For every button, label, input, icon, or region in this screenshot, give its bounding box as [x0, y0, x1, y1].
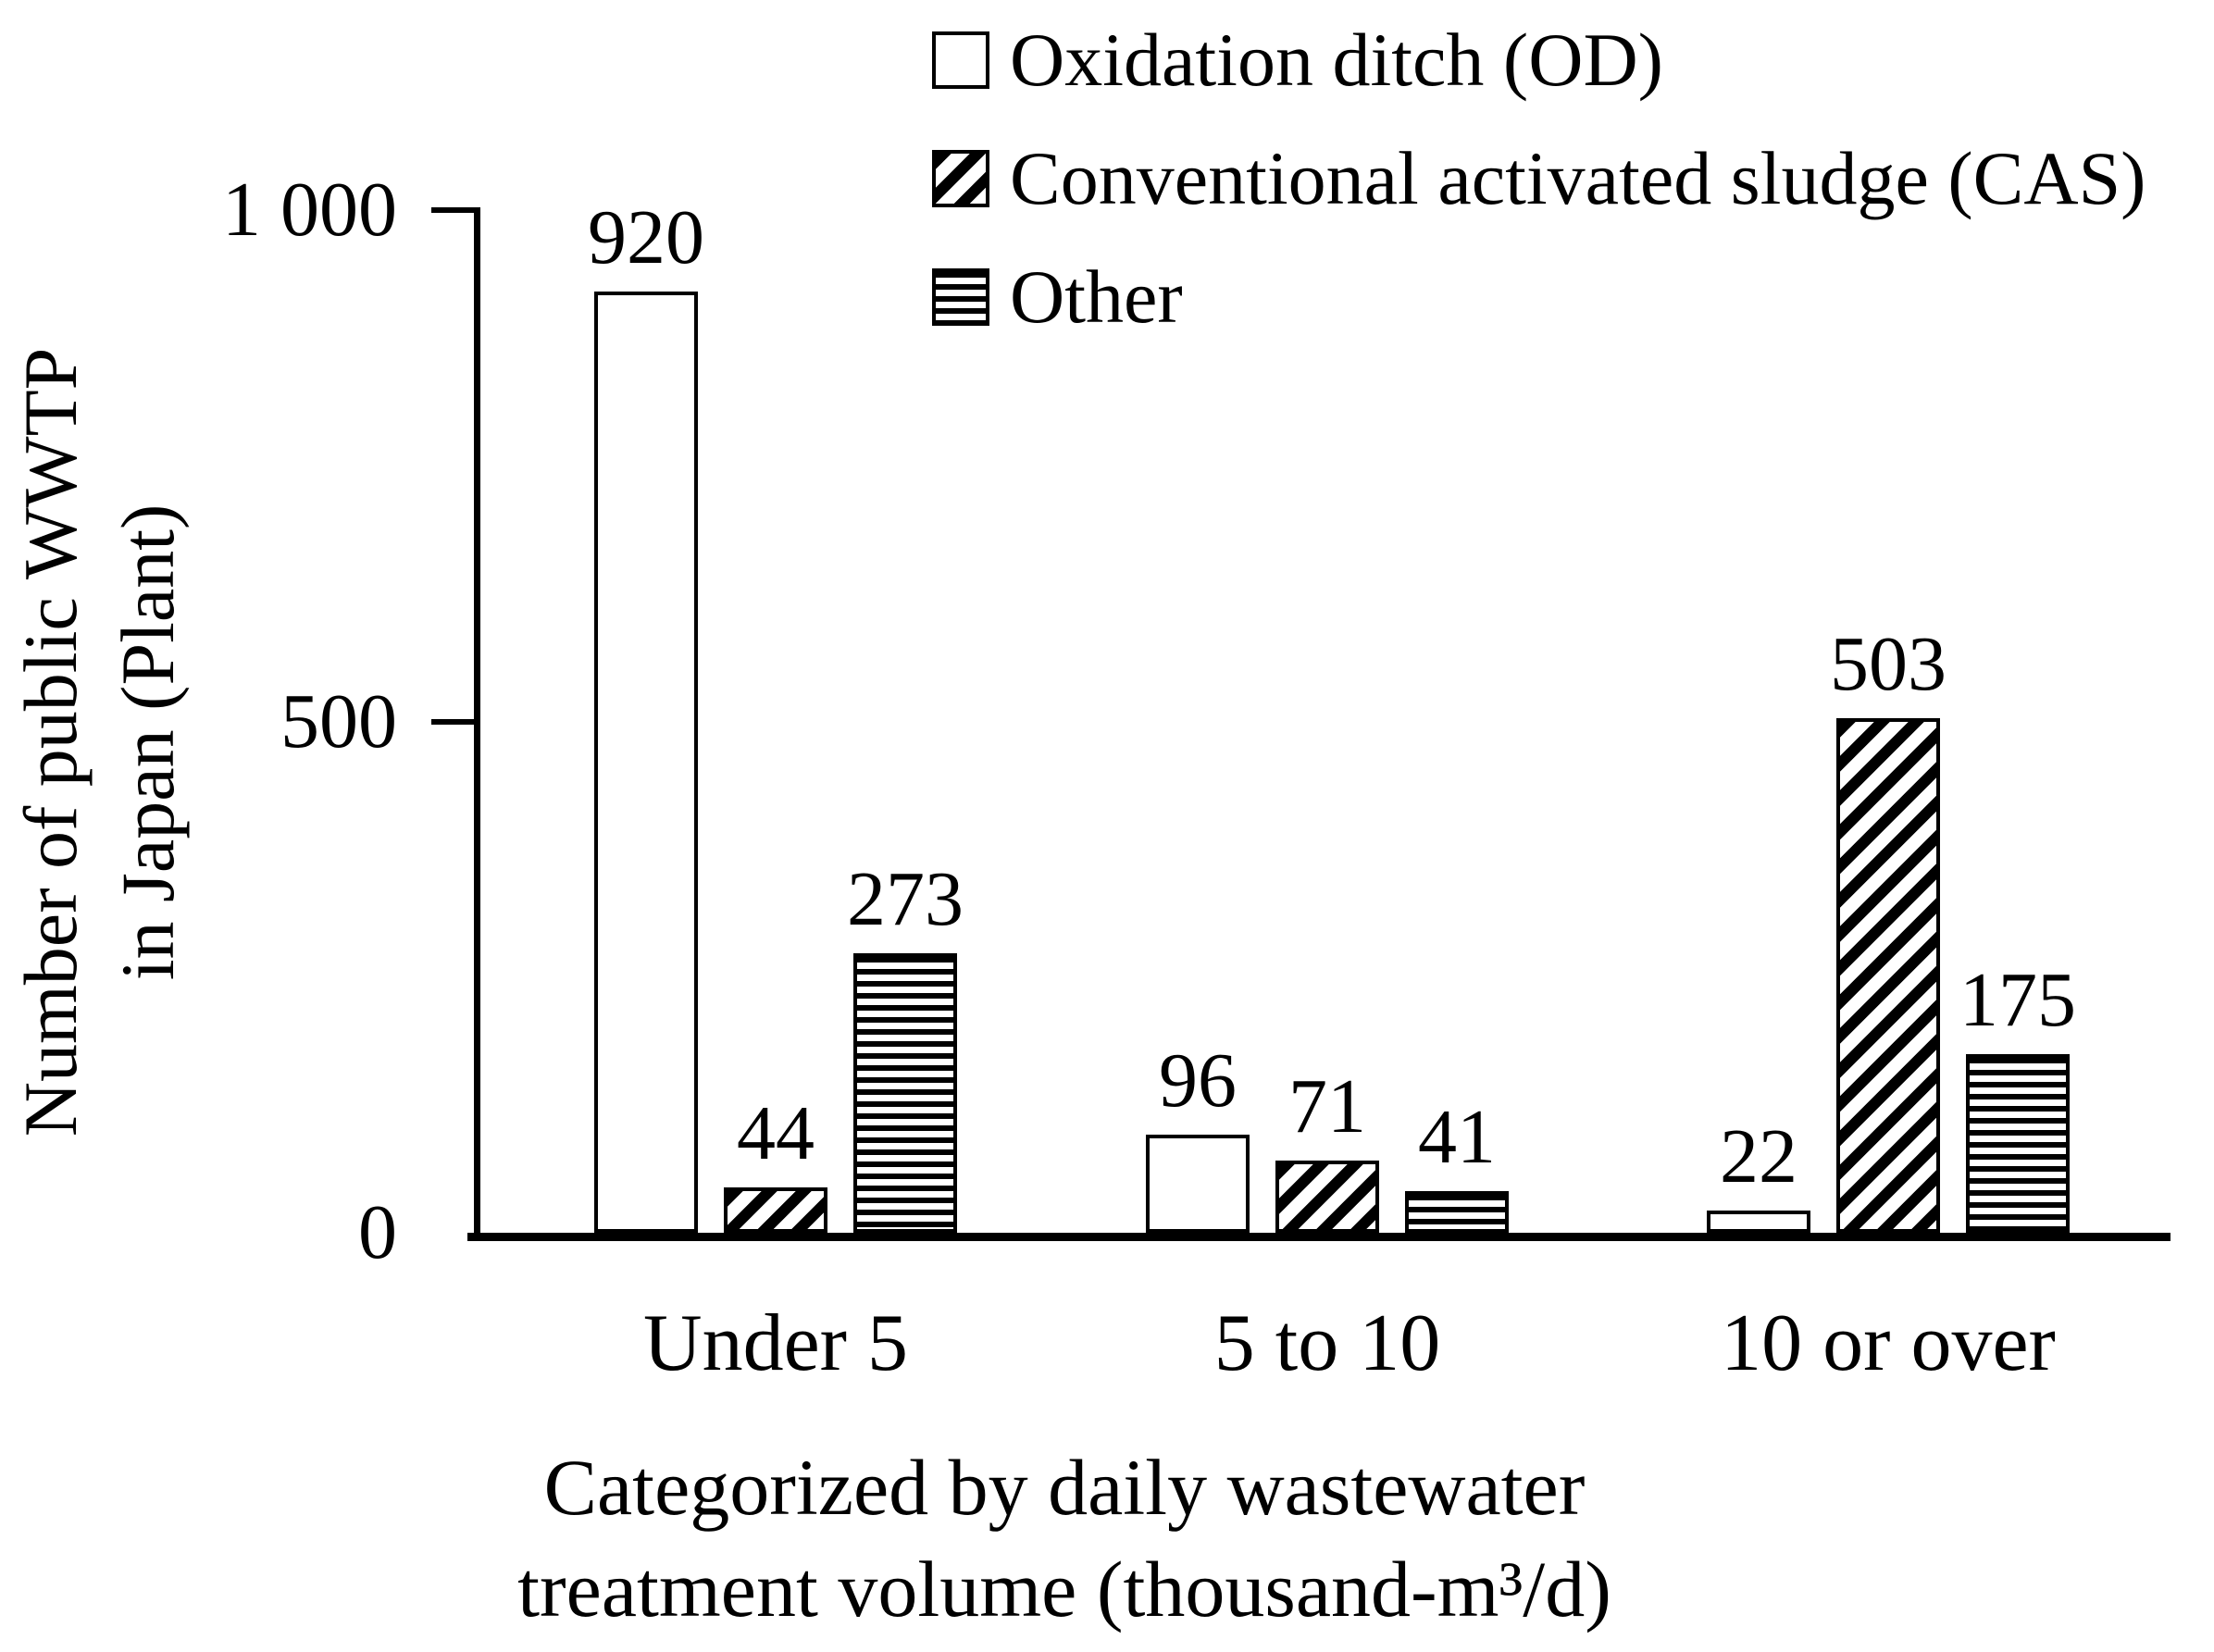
bar-diagonal-hatch	[724, 1187, 827, 1233]
y-tick-mark	[431, 718, 474, 725]
y-tick-label: 500	[280, 677, 397, 764]
legend-item: Oxidation ditch (OD)	[932, 18, 2146, 102]
x-category-label: Under 5	[643, 1298, 908, 1388]
bar-value-label: 44	[737, 1090, 815, 1176]
bar-horizontal-stripes	[1966, 1054, 2070, 1233]
legend-item-label: Oxidation ditch (OD)	[1010, 18, 1663, 102]
bar-value-label: 96	[1159, 1037, 1237, 1124]
bar-horizontal-stripes	[1405, 1191, 1509, 1233]
bar-value-label: 71	[1288, 1063, 1366, 1149]
bar-value-label: 273	[847, 856, 964, 942]
bar-plain	[1707, 1211, 1810, 1233]
bar-value-label: 503	[1830, 621, 1947, 707]
y-tick-label: 1 000	[222, 167, 397, 253]
bar-diagonal-hatch	[1275, 1161, 1379, 1233]
bar-value-label: 22	[1720, 1113, 1797, 1199]
legend-swatch-horizontal-stripes	[932, 268, 989, 327]
x-category-label: 10 or over	[1721, 1298, 2056, 1388]
bar-plain	[594, 292, 698, 1233]
bar-value-label: 41	[1418, 1094, 1496, 1180]
bar-horizontal-stripes	[853, 953, 957, 1233]
y-axis-line	[474, 207, 480, 1241]
y-tick-mark	[431, 207, 474, 213]
bar-value-label: 920	[588, 194, 704, 280]
bar-diagonal-hatch	[1836, 718, 1940, 1233]
legend-swatch-plain	[932, 31, 989, 90]
x-axis-title-line2: treatment volume (thousand-m³/d)	[517, 1545, 1611, 1634]
plot-area: 0 500 1 000 920 44 273 Under 5 96 71 41 5 to 10 22 5…	[222, 171, 2170, 1385]
legend: Oxidation ditch (OD) Conventional activat…	[932, 18, 2146, 337]
legend-item-label: Other	[1010, 255, 1183, 340]
x-category-label: 5 to 10	[1213, 1298, 1441, 1388]
legend-item-label: Conventional activated sludge (CAS)	[1010, 136, 2146, 221]
legend-item: Other	[932, 257, 2146, 337]
x-axis-line	[467, 1233, 2170, 1241]
legend-item: Conventional activated sludge (CAS)	[932, 136, 2146, 221]
y-tick-label: 0	[358, 1189, 397, 1275]
x-axis-title: Categorized by daily wastewater treatmen…	[231, 1436, 1897, 1640]
bar-value-label: 175	[1959, 957, 2076, 1043]
x-axis-title-line1: Categorized by daily wastewater	[543, 1443, 1586, 1532]
bar-plain	[1146, 1135, 1250, 1233]
y-axis-title-line1: Number of public WWTP	[8, 347, 93, 1137]
y-axis-title: Number of public WWTP in Japan (Plant)	[3, 279, 197, 1205]
legend-swatch-diagonal-hatch	[932, 150, 989, 208]
